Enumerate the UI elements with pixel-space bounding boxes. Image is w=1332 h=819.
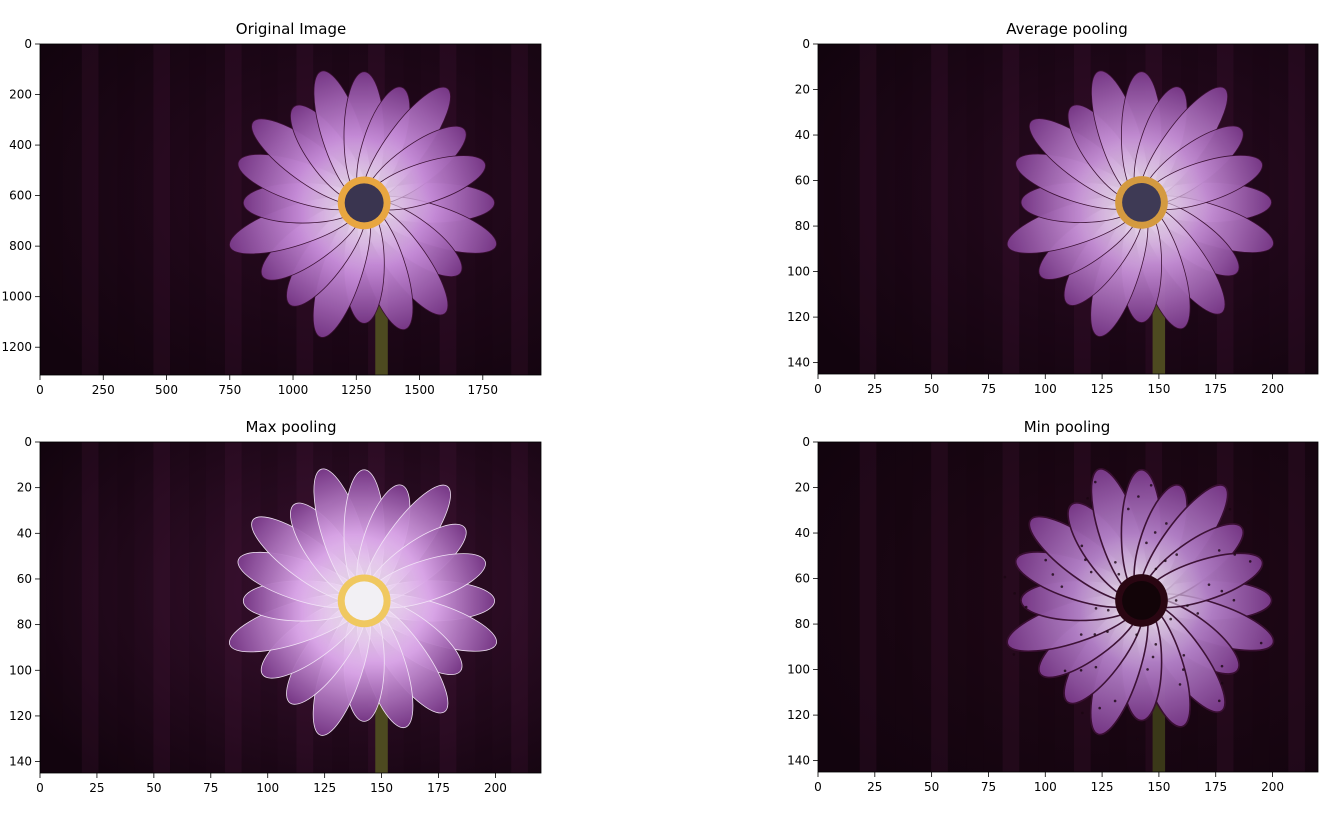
x-tick-label: 0 bbox=[814, 780, 822, 794]
x-tick-label: 200 bbox=[484, 781, 507, 795]
x-tick-label: 125 bbox=[1091, 780, 1114, 794]
x-tick-label: 1000 bbox=[278, 383, 309, 397]
x-tick-label: 150 bbox=[370, 781, 393, 795]
y-tick-label: 60 bbox=[795, 174, 810, 188]
image-area bbox=[818, 442, 1318, 772]
panel-title: Max pooling bbox=[245, 418, 336, 436]
axes-frame bbox=[39, 43, 542, 376]
x-tick-label: 1500 bbox=[404, 383, 435, 397]
x-tick-label: 50 bbox=[924, 382, 939, 396]
x-tick-label: 1250 bbox=[341, 383, 372, 397]
x-tick-label: 25 bbox=[867, 382, 882, 396]
y-tick-label: 20 bbox=[795, 481, 810, 495]
y-tick-label: 100 bbox=[787, 663, 810, 677]
subplot-min-pooling: Min pooling 0 25 50 75 100 125 150 175 200 0 20 40 6… bbox=[787, 418, 1319, 794]
x-tick-label: 125 bbox=[313, 781, 336, 795]
y-tick-label: 40 bbox=[17, 526, 32, 540]
y-tick-label: 0 bbox=[24, 37, 32, 51]
x-tick-label: 0 bbox=[814, 382, 822, 396]
y-tick-label: 140 bbox=[787, 356, 810, 370]
x-tick-label: 100 bbox=[256, 781, 279, 795]
y-tick-label: 120 bbox=[787, 708, 810, 722]
y-tick-label: 120 bbox=[9, 709, 32, 723]
axes-frame bbox=[817, 441, 1319, 773]
x-tick-label: 175 bbox=[427, 781, 450, 795]
panel-title: Original Image bbox=[236, 20, 346, 38]
panel-title: Average pooling bbox=[1006, 20, 1128, 38]
y-tick-label: 200 bbox=[9, 88, 32, 102]
flower-petals bbox=[229, 70, 497, 338]
y-tick-label: 1000 bbox=[1, 290, 32, 304]
x-tick-label: 150 bbox=[1147, 382, 1170, 396]
y-tick-label: 0 bbox=[24, 435, 32, 449]
y-tick-label: 400 bbox=[9, 138, 32, 152]
y-tick-label: 40 bbox=[795, 128, 810, 142]
axes-frame bbox=[817, 43, 1319, 375]
x-tick-label: 200 bbox=[1261, 780, 1284, 794]
y-tick-label: 60 bbox=[17, 572, 32, 586]
x-tick-label: 0 bbox=[36, 383, 44, 397]
x-tick-label: 100 bbox=[1034, 780, 1057, 794]
panel-title: Min pooling bbox=[1024, 418, 1111, 436]
x-tick-label: 0 bbox=[36, 781, 44, 795]
image-area bbox=[818, 44, 1318, 374]
y-tick-label: 100 bbox=[787, 265, 810, 279]
x-tick-label: 75 bbox=[981, 780, 996, 794]
x-tick-label: 1750 bbox=[468, 383, 499, 397]
image-area bbox=[40, 442, 541, 773]
x-tick-label: 100 bbox=[1034, 382, 1057, 396]
flower-center bbox=[344, 183, 384, 223]
flower-petals bbox=[229, 468, 497, 736]
y-tick-label: 600 bbox=[9, 189, 32, 203]
y-tick-label: 1200 bbox=[1, 340, 32, 354]
flower-center bbox=[1122, 580, 1161, 620]
y-tick-label: 0 bbox=[802, 435, 810, 449]
x-tick-label: 50 bbox=[146, 781, 161, 795]
axes-frame bbox=[39, 441, 542, 774]
y-tick-label: 60 bbox=[795, 572, 810, 586]
y-tick-label: 120 bbox=[787, 310, 810, 324]
y-tick-label: 140 bbox=[9, 755, 32, 769]
y-tick-label: 800 bbox=[9, 239, 32, 253]
x-tick-label: 175 bbox=[1204, 382, 1227, 396]
flower-center bbox=[344, 581, 384, 621]
y-tick-label: 100 bbox=[9, 663, 32, 677]
y-tick-label: 80 bbox=[795, 219, 810, 233]
x-tick-label: 125 bbox=[1091, 382, 1114, 396]
y-tick-label: 20 bbox=[17, 481, 32, 495]
x-tick-label: 25 bbox=[867, 780, 882, 794]
y-tick-label: 140 bbox=[787, 754, 810, 768]
x-tick-label: 750 bbox=[218, 383, 241, 397]
flower-petals bbox=[1003, 465, 1275, 741]
x-tick-label: 150 bbox=[1147, 780, 1170, 794]
x-tick-label: 175 bbox=[1204, 780, 1227, 794]
y-tick-label: 80 bbox=[795, 617, 810, 631]
x-tick-label: 250 bbox=[92, 383, 115, 397]
x-tick-label: 50 bbox=[924, 780, 939, 794]
subplot-average-pooling: Average pooling 0 25 50 75 100 125 150 175 200 0 2… bbox=[787, 20, 1319, 396]
flower-center bbox=[1122, 182, 1161, 222]
x-tick-label: 75 bbox=[203, 781, 218, 795]
x-tick-label: 75 bbox=[981, 382, 996, 396]
x-tick-label: 25 bbox=[89, 781, 104, 795]
y-tick-label: 20 bbox=[795, 83, 810, 97]
subplot-max-pooling: Max pooling 0 25 50 75 100 125 150 175 200 0 20 40 6… bbox=[9, 418, 542, 795]
y-tick-label: 40 bbox=[795, 526, 810, 540]
x-tick-label: 200 bbox=[1261, 382, 1284, 396]
y-tick-label: 80 bbox=[17, 618, 32, 632]
subplot-original-image: Original Image 0 250 500 750 1000 1250 1500 175… bbox=[1, 20, 542, 397]
x-tick-label: 500 bbox=[155, 383, 178, 397]
flower-petals bbox=[1006, 70, 1274, 337]
y-tick-label: 0 bbox=[802, 37, 810, 51]
image-area bbox=[40, 44, 541, 375]
